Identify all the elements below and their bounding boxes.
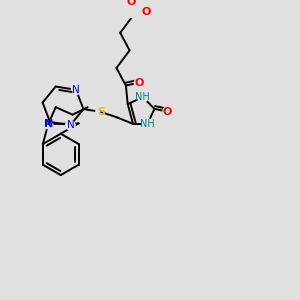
Text: O: O — [134, 78, 144, 88]
Circle shape — [142, 119, 153, 129]
Circle shape — [44, 119, 53, 129]
Text: O: O — [163, 107, 172, 117]
Text: NH: NH — [135, 92, 150, 102]
Circle shape — [138, 92, 148, 102]
Text: S: S — [97, 107, 105, 117]
Text: N: N — [72, 85, 80, 95]
Text: O: O — [127, 0, 136, 7]
Circle shape — [134, 78, 144, 87]
Text: NH: NH — [140, 119, 155, 129]
Text: O: O — [142, 8, 151, 17]
Circle shape — [66, 121, 75, 130]
Circle shape — [163, 107, 172, 116]
Text: N: N — [67, 120, 74, 130]
Circle shape — [142, 8, 151, 17]
Circle shape — [71, 85, 81, 94]
Circle shape — [96, 107, 106, 117]
Circle shape — [127, 0, 136, 7]
Text: N: N — [44, 119, 53, 129]
